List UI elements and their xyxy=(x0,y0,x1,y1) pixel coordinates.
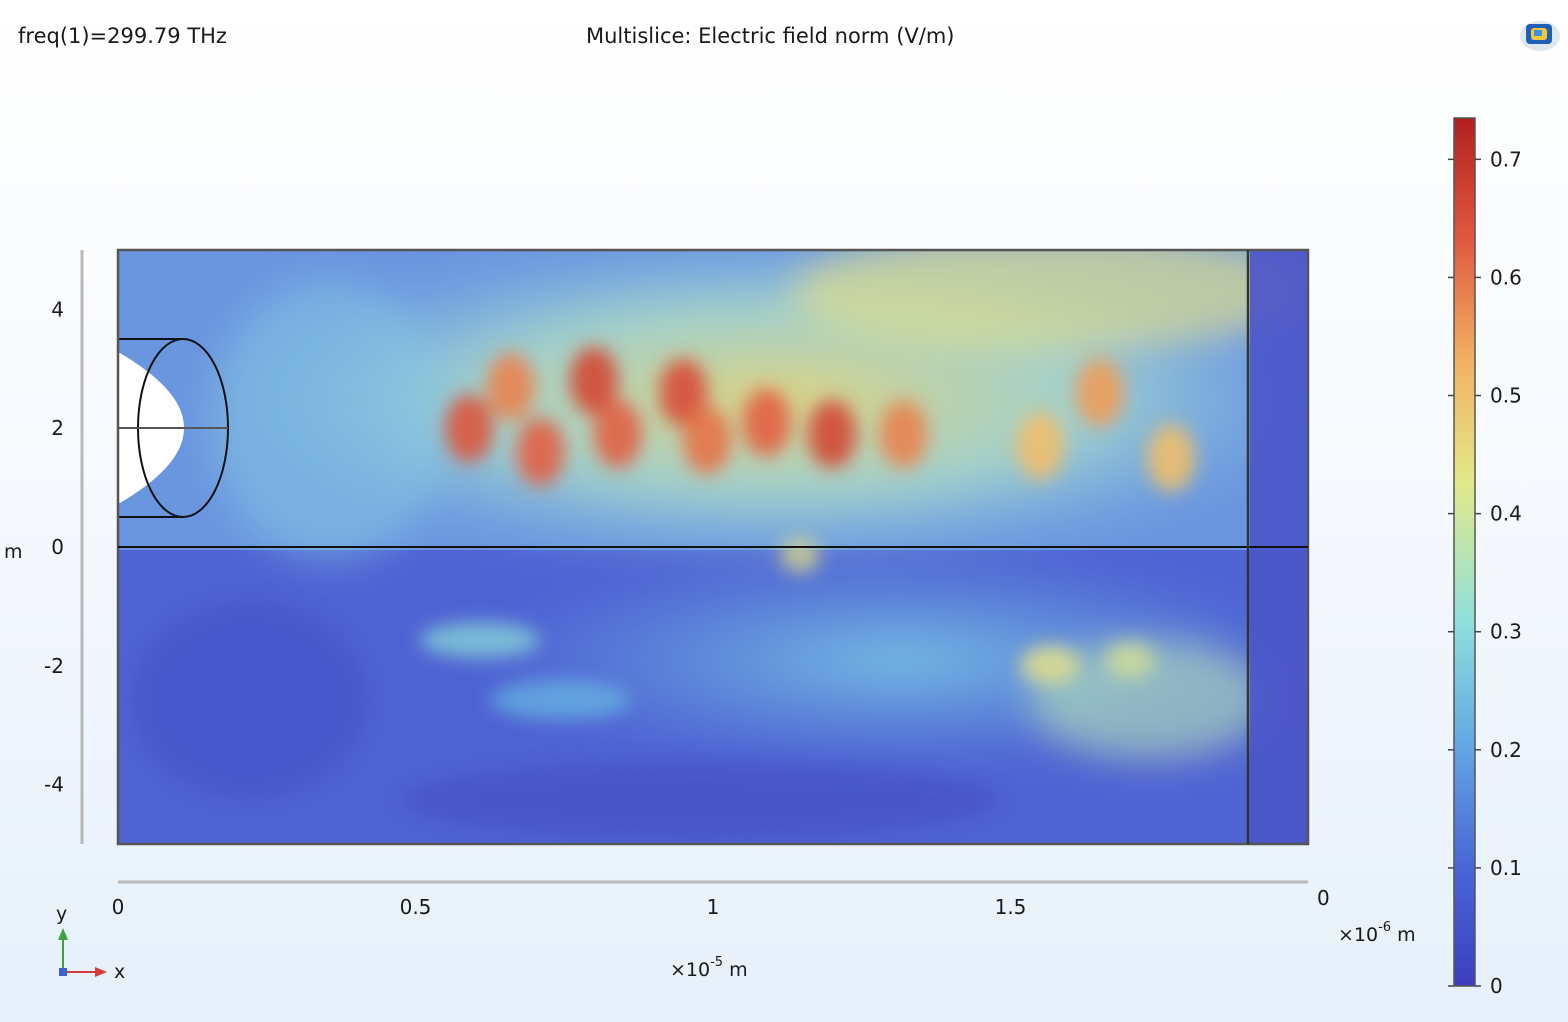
y-tick-label: 2 xyxy=(51,416,64,440)
y-tick-label: 0 xyxy=(51,535,64,559)
comsol-logo-icon[interactable] xyxy=(1518,14,1562,54)
field-hotspot xyxy=(1147,423,1196,492)
x-tick-label: 0 xyxy=(112,895,125,919)
field-hotspot xyxy=(1016,412,1065,481)
indicator-x-label: x xyxy=(114,961,125,983)
field-hotspot xyxy=(659,358,708,427)
colorbar-ticks: 0.7 0.6 0.5 0.4 0.3 0.2 0.1 0 xyxy=(1448,147,1522,998)
field-hotspot xyxy=(683,406,732,475)
field-hotspot xyxy=(445,394,494,463)
y-ticks: 4 2 0 -2 -4 xyxy=(44,297,64,796)
field-hotspot xyxy=(742,388,791,457)
x-tick-label: 1 xyxy=(707,895,720,919)
lens-geometry xyxy=(118,338,229,518)
field-hotspot xyxy=(879,400,928,469)
colorbar-tick-label: 0.3 xyxy=(1490,620,1522,644)
field-hotspot xyxy=(570,346,618,415)
field-hotspot xyxy=(808,400,856,469)
colorbar xyxy=(1453,117,1476,987)
x-ticks: 0 0.5 1 1.5 xyxy=(112,895,1027,919)
colorbar-tick-label: 0.1 xyxy=(1490,856,1522,880)
field-hotspot xyxy=(1075,358,1124,427)
colorbar-tick-label: 0.7 xyxy=(1490,147,1522,171)
x-multiplier-label: ×10-5 m xyxy=(670,955,748,981)
z-multiplier-label: ×10-6 m xyxy=(1338,920,1416,946)
axis-orientation-indicator: y x xyxy=(56,903,125,983)
plot-title: Multislice: Electric field norm (V/m) xyxy=(586,24,955,48)
x-arrow-icon xyxy=(95,967,107,977)
colorbar-tick-label: 0.2 xyxy=(1490,738,1522,762)
colorbar-tick-label: 0.5 xyxy=(1490,384,1522,408)
y-arrow-icon xyxy=(58,928,68,940)
y-unit-label: m xyxy=(4,541,23,563)
y-tick-label: 4 xyxy=(51,297,64,321)
field-hotspot xyxy=(486,352,535,421)
heatmap-field xyxy=(118,250,1308,844)
x-tick-label: 1.5 xyxy=(995,895,1027,919)
z-tick-label: 0 xyxy=(1317,886,1330,910)
frequency-label: freq(1)=299.79 THz xyxy=(18,24,227,48)
y-tick-label: -4 xyxy=(44,773,64,797)
field-hotspot xyxy=(516,417,565,486)
colorbar-tick-label: 0 xyxy=(1490,974,1503,998)
colorbar-tick-label: 0.6 xyxy=(1490,265,1522,289)
indicator-y-label: y xyxy=(56,903,67,925)
y-tick-label: -2 xyxy=(44,654,64,678)
field-hotspot xyxy=(593,400,642,469)
colorbar-tick-label: 0.4 xyxy=(1490,502,1522,526)
x-tick-label: 0.5 xyxy=(400,895,432,919)
